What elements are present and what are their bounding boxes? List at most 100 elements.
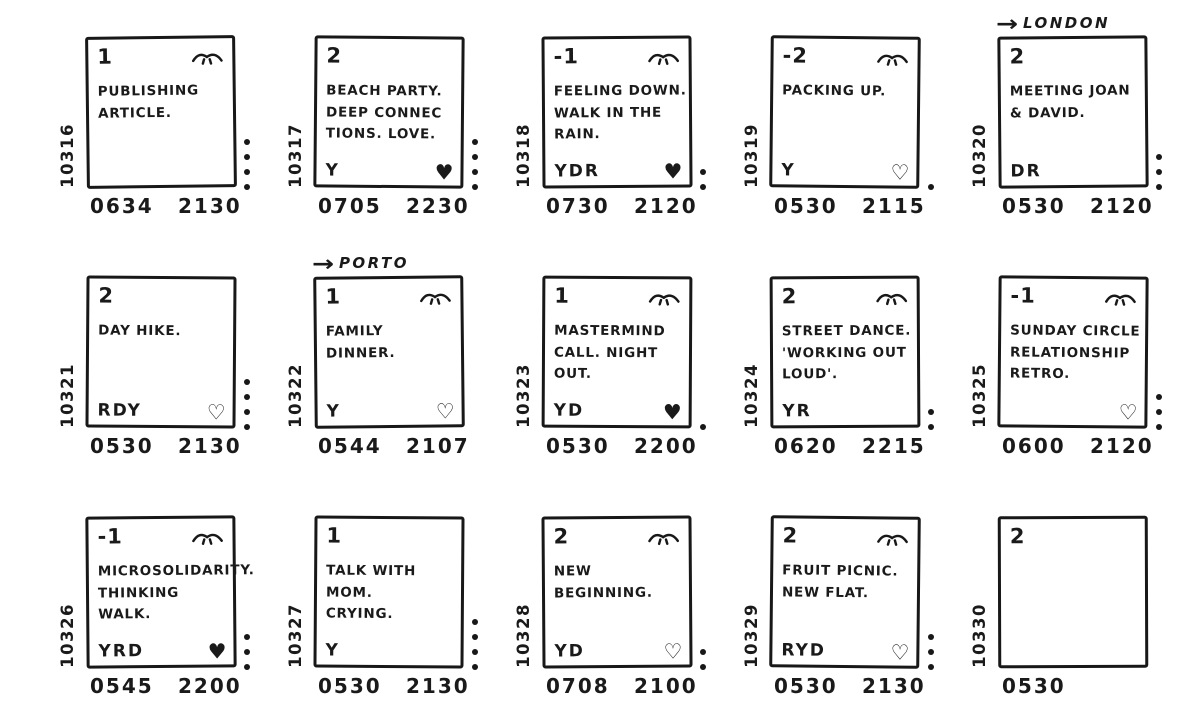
- day-number: 10319: [742, 123, 761, 188]
- mood-score: -1: [1010, 283, 1036, 308]
- tally-dot: [472, 169, 478, 175]
- dots-tally: [244, 139, 250, 190]
- tally-dot: [700, 424, 706, 430]
- sleep-time: 2130: [862, 674, 926, 698]
- sleep-time: 2120: [634, 194, 698, 218]
- day-box: -1 MICROSOLIDARITY. THINKING WALK. YRD ♥: [85, 515, 255, 669]
- arrow-right-icon: →: [311, 252, 338, 277]
- heart-icon: ♡: [435, 399, 455, 424]
- tally-dot: [472, 139, 478, 145]
- wake-time: 0530: [90, 434, 154, 458]
- dots-tally: [700, 424, 706, 430]
- day-note: PACKING UP.: [782, 82, 887, 100]
- tally-dot: [244, 409, 250, 415]
- tally-dot: [244, 154, 250, 160]
- journal-card: → 10321 2 DAY HIKE. RDY ♡ 0530 2130: [52, 240, 280, 480]
- dots-tally: [472, 619, 478, 670]
- heart-icon: ♡: [206, 400, 226, 425]
- tally-dot: [472, 184, 478, 190]
- tally-dot: [244, 424, 250, 430]
- closed-eye-icon: [648, 533, 680, 546]
- closed-eye-icon: [877, 54, 908, 66]
- sleep-time: 2130: [178, 194, 242, 218]
- day-note: PUBLISHING ARTICLE.: [97, 82, 200, 122]
- day-box: 2 BEACH PARTY. DEEP CONNEC TIONS. LOVE. …: [313, 35, 465, 189]
- day-number: 10316: [58, 123, 77, 188]
- heart-icon: ♡: [890, 160, 910, 185]
- habit-letters: YD: [554, 641, 585, 662]
- dots-tally: [1156, 394, 1162, 430]
- heart-icon: ♥: [662, 400, 682, 425]
- tally-dot: [472, 619, 478, 625]
- tally-dot: [928, 409, 934, 415]
- trip-label: → LONDON: [995, 12, 1110, 37]
- wake-time: 0620: [774, 434, 838, 458]
- wake-time: 0544: [318, 434, 382, 458]
- mood-score: 1: [97, 44, 114, 69]
- tally-dot: [1156, 184, 1162, 190]
- day-number: 10324: [742, 363, 761, 428]
- tally-dot: [244, 664, 250, 670]
- dots-tally: [472, 139, 478, 190]
- tally-dot: [700, 169, 706, 175]
- habit-letters: Y: [325, 160, 340, 181]
- day-number: 10328: [514, 603, 533, 668]
- tally-dot: [928, 664, 934, 670]
- mood-score: 2: [1009, 524, 1026, 549]
- day-box: 2 MEETING JOAN & DAVID. DR: [997, 35, 1149, 189]
- day-number: 10318: [514, 123, 533, 188]
- tally-dot: [244, 139, 250, 145]
- day-box: 2 STREET DANCE. 'WORKING OUT LOUD'. YR: [769, 275, 921, 429]
- journal-card: → 10329 2 FRUIT PICNIC. NEW FLAT. RYD ♡ …: [736, 480, 964, 720]
- mood-score: 2: [326, 43, 343, 68]
- day-number: 10317: [286, 123, 305, 188]
- arrow-right-icon: →: [995, 12, 1022, 37]
- journal-card: → 10317 2 BEACH PARTY. DEEP CONNEC TIONS…: [280, 0, 508, 240]
- heart-icon: ♥: [663, 159, 683, 184]
- tally-dot: [700, 664, 706, 670]
- day-note: NEW BEGINNING.: [553, 563, 653, 602]
- dots-tally: [244, 634, 250, 670]
- day-note: MASTERMIND CALL. NIGHT OUT.: [553, 322, 666, 383]
- day-note: SUNDAY CIRCLE RELATIONSHIP RETRO.: [1009, 322, 1141, 383]
- day-box: 1 TALK WITH MOM. CRYING. Y: [313, 515, 465, 669]
- day-note: FEELING DOWN. WALK IN THE RAIN.: [553, 82, 687, 143]
- day-number: 10326: [58, 603, 77, 668]
- day-note: MEETING JOAN & DAVID.: [1009, 82, 1131, 122]
- mood-score: 2: [1009, 44, 1026, 69]
- habit-letters: Y: [325, 640, 340, 661]
- mood-score: 2: [553, 524, 570, 549]
- sleep-time: 2200: [634, 434, 698, 458]
- day-box: -1 FEELING DOWN. WALK IN THE RAIN. YDR ♥: [541, 35, 693, 189]
- tally-dot: [244, 634, 250, 640]
- day-box: 1 PUBLISHING ARTICLE.: [85, 35, 237, 189]
- heart-icon: ♡: [890, 640, 910, 665]
- dots-tally: [700, 169, 706, 190]
- day-number: 10321: [58, 363, 77, 428]
- journal-card: → 10324 2 STREET DANCE. 'WORKING OUT LOU…: [736, 240, 964, 480]
- habit-letters: YD: [553, 400, 585, 421]
- journal-card: → 10316 1 PUBLISHING ARTICLE. 0634 2130: [52, 0, 280, 240]
- tally-dot: [1156, 169, 1162, 175]
- sleep-time: 2100: [634, 674, 698, 698]
- journal-card: → LONDON 10320 2 MEETING JOAN & DAVID. DR…: [964, 0, 1192, 240]
- tally-dot: [1156, 394, 1162, 400]
- day-note: BEACH PARTY. DEEP CONNEC TIONS. LOVE.: [325, 82, 443, 143]
- day-box: 2: [997, 515, 1149, 669]
- habit-letters: YDR: [554, 161, 600, 182]
- day-number: 10327: [286, 603, 305, 668]
- day-note: FRUIT PICNIC. NEW FLAT.: [781, 562, 899, 601]
- tally-dot: [700, 649, 706, 655]
- tally-dot: [244, 649, 250, 655]
- sleep-time: 2120: [1090, 434, 1154, 458]
- heart-icon: ♥: [207, 639, 227, 664]
- wake-time: 0600: [1002, 434, 1066, 458]
- day-number: 10323: [514, 363, 533, 428]
- tally-dot: [1156, 409, 1162, 415]
- dots-tally: [1156, 154, 1162, 190]
- habit-letters: Y: [781, 160, 796, 181]
- sleep-time: 2107: [406, 434, 470, 458]
- journal-card: → 10319 -2 PACKING UP. Y ♡ 0530 2115: [736, 0, 964, 240]
- day-box: -2 PACKING UP. Y ♡: [769, 35, 921, 189]
